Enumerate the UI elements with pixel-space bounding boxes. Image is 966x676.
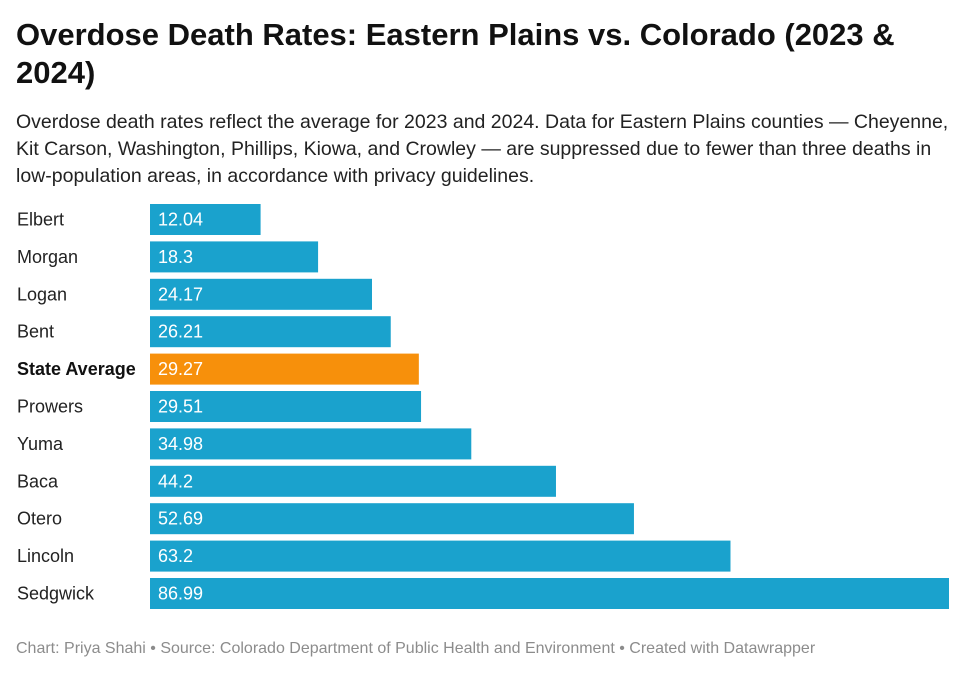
bar — [150, 578, 949, 609]
bar — [150, 503, 634, 535]
category-label: Morgan — [17, 247, 78, 267]
value-label: 26.21 — [158, 322, 203, 342]
bar-row-lincoln: Lincoln 63.2 — [17, 540, 731, 572]
bar-row-yuma: Yuma 34.98 — [17, 428, 472, 460]
bar — [150, 241, 319, 273]
bar-row-otero: Otero 52.69 — [17, 503, 634, 535]
bar — [150, 316, 391, 348]
chart-subtitle: Overdose death rates reflect the average… — [16, 111, 949, 187]
category-label: Lincoln — [17, 546, 74, 566]
bar — [150, 353, 419, 385]
category-label: Yuma — [17, 434, 64, 454]
value-label: 34.98 — [158, 434, 203, 454]
category-label: Sedgwick — [17, 584, 95, 604]
value-label: 18.3 — [158, 247, 193, 267]
value-label: 52.69 — [158, 509, 203, 529]
category-label: Prowers — [17, 397, 83, 417]
bar — [150, 465, 556, 497]
bar-chart: Elbert 12.04 Morgan 18.3 Logan 24.17 Bent 26.21… — [17, 204, 949, 609]
category-label: Baca — [17, 471, 59, 491]
category-label: State Average — [17, 359, 136, 379]
value-label: 24.17 — [158, 284, 203, 304]
category-label: Elbert — [17, 210, 64, 230]
category-label: Logan — [17, 284, 67, 304]
bar-row-morgan: Morgan 18.3 — [17, 241, 319, 273]
value-label: 44.2 — [158, 471, 193, 491]
bar — [150, 278, 373, 310]
chart-footer: Chart: Priya Shahi • Source: Colorado De… — [16, 640, 816, 657]
bar — [150, 204, 261, 235]
value-label: 86.99 — [158, 584, 203, 604]
bar — [150, 391, 422, 422]
bar-row-bent: Bent 26.21 — [17, 316, 391, 348]
bar — [150, 540, 731, 572]
bar-row-elbert: Elbert 12.04 — [17, 204, 261, 235]
chart-title: Overdose Death Rates: Eastern Plains vs.… — [16, 17, 895, 90]
bar-row-state-average: State Average 29.27 — [17, 353, 419, 385]
value-label: 12.04 — [158, 210, 203, 230]
bar-row-baca: Baca 44.2 — [17, 465, 556, 497]
category-label: Bent — [17, 322, 54, 342]
value-label: 63.2 — [158, 546, 193, 566]
bar-row-logan: Logan 24.17 — [17, 278, 373, 310]
bar — [150, 428, 472, 460]
category-label: Otero — [17, 509, 62, 529]
value-label: 29.51 — [158, 397, 203, 417]
value-label: 29.27 — [158, 359, 203, 379]
bar-row-prowers: Prowers 29.51 — [17, 391, 422, 422]
bar-row-sedgwick: Sedgwick 86.99 — [17, 578, 949, 609]
